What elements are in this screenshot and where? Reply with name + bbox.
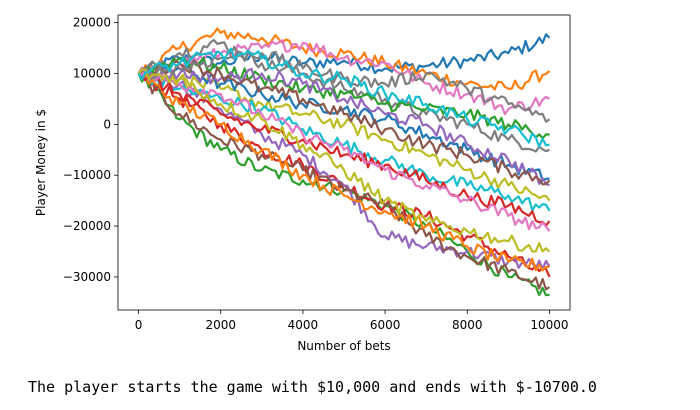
x-tick-label: 10000 <box>530 318 568 332</box>
series-line <box>137 68 551 253</box>
x-tick-label: 8000 <box>452 318 483 332</box>
x-tick-label: 4000 <box>288 318 319 332</box>
series-line <box>137 69 551 202</box>
x-tick-label: 6000 <box>370 318 401 332</box>
series-line <box>138 60 551 186</box>
x-axis-label: Number of bets <box>297 339 390 353</box>
series-line <box>137 72 550 272</box>
series-line <box>137 33 551 75</box>
series-line <box>137 72 551 227</box>
series-line <box>138 63 550 182</box>
series-line <box>138 72 551 212</box>
plot-frame <box>117 14 571 311</box>
y-tick-label: 10000 <box>73 66 111 80</box>
series-layer <box>137 27 551 297</box>
series-line <box>138 72 551 278</box>
y-tick-label: 0 <box>103 117 111 131</box>
y-tick-label: −10000 <box>63 168 111 182</box>
series-line <box>137 38 550 153</box>
series-line <box>137 47 550 148</box>
x-tick-label: 0 <box>135 318 143 332</box>
chart: 0 2000 4000 6000 8000 10000 20000 10000 0 −10000… <box>34 14 571 353</box>
y-axis: 20000 10000 0 −10000 −20000 −30000 <box>63 16 118 284</box>
y-tick-label: −20000 <box>63 219 111 233</box>
y-tick-label: −30000 <box>63 270 111 284</box>
x-axis: 0 2000 4000 6000 8000 10000 <box>135 310 569 332</box>
result-caption: The player starts the game with $10,000 … <box>28 378 597 396</box>
series-line <box>138 72 551 291</box>
x-tick-label: 2000 <box>205 318 236 332</box>
y-axis-label: Player Money in $ <box>34 109 48 216</box>
y-tick-label: 20000 <box>73 16 111 30</box>
